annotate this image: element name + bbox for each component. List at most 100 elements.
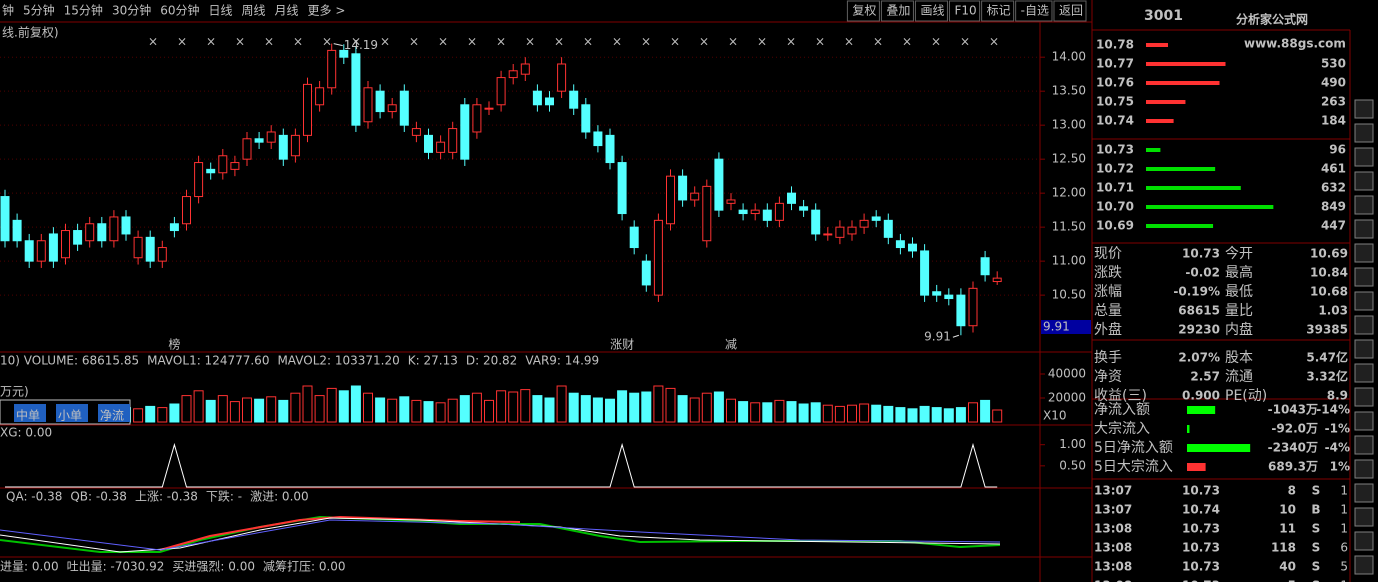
indicator-header: 下跌: - (206, 489, 242, 504)
signal-cross: × (264, 35, 274, 49)
volume-bar (205, 399, 216, 423)
quote-value: 39385 (1306, 323, 1348, 337)
indicator-header: MAVOL2: 103371.20 (277, 354, 399, 368)
candle-body (387, 104, 397, 113)
signal-cross: × (583, 35, 593, 49)
trade-count: 1 (1340, 579, 1348, 582)
indicator-header: 上涨: -0.38 (135, 489, 198, 504)
side-icon[interactable] (1354, 531, 1374, 551)
toolbar-tab[interactable]: 钟 (2, 3, 14, 18)
volume-bar (968, 402, 978, 423)
toolbar-tab[interactable]: 更多 > (308, 4, 346, 18)
side-icon[interactable] (1354, 195, 1374, 215)
book-price: 10.75 (1096, 95, 1134, 109)
candle-body (339, 49, 349, 58)
side-icon[interactable] (1354, 219, 1374, 239)
signal-cross: × (177, 35, 187, 49)
side-icon[interactable] (1354, 315, 1374, 335)
y-tick-label: 20000 (1048, 391, 1086, 405)
toolbar-tab[interactable]: 月线 (275, 4, 299, 18)
quote-label: 现价 (1094, 246, 1122, 262)
toolbar-button[interactable]: 返回 (1059, 4, 1083, 18)
volume-bar (471, 392, 482, 423)
toolbar-button[interactable]: 复权 (852, 4, 876, 18)
volume-bar (169, 403, 180, 423)
side-icon[interactable] (1354, 507, 1374, 527)
volume-bar (786, 401, 797, 423)
candle-body (762, 209, 772, 221)
toolbar-tab[interactable]: 周线 (242, 4, 266, 18)
toolbar-button[interactable]: 标记 (987, 4, 1011, 18)
candle-body (278, 134, 288, 160)
button-frame (914, 0, 948, 22)
volume-bar (217, 395, 228, 423)
candle-body (799, 206, 809, 211)
side-icon[interactable] (1354, 555, 1374, 575)
toolbar-button[interactable]: 画线 (920, 4, 944, 18)
candle-body (315, 87, 325, 106)
trade-price: 10.74 (1182, 503, 1220, 517)
flow-box (14, 404, 46, 422)
quote-label: 股本 (1225, 350, 1253, 366)
side-icon[interactable] (1354, 411, 1374, 431)
book-bar (1146, 186, 1241, 190)
signal-cross: × (670, 35, 680, 49)
toolbar (0, 0, 1092, 22)
button-frame (1053, 0, 1087, 22)
volume-bar (798, 403, 809, 423)
signal-cross: × (757, 35, 767, 49)
toolbar-tab[interactable]: 60分钟 (160, 3, 199, 18)
flow-pct: 1% (1330, 460, 1350, 474)
book-price: 10.77 (1096, 57, 1134, 71)
side-icon[interactable] (1354, 363, 1374, 383)
side-icon[interactable] (1354, 99, 1374, 119)
side-icon[interactable] (1354, 435, 1374, 455)
toolbar-tab[interactable]: 15分钟 (64, 3, 103, 18)
signal-cross: × (728, 35, 738, 49)
side-icon[interactable] (1354, 123, 1374, 143)
candle-body (157, 247, 167, 262)
candle-body (133, 236, 143, 259)
candle-body (750, 209, 760, 215)
indicator-footer: 减筹打压: 0.00 (263, 560, 346, 574)
side-icon[interactable] (1354, 171, 1374, 191)
volume-bar (302, 385, 313, 423)
side-icon[interactable] (1354, 147, 1374, 167)
side-icon[interactable] (1354, 267, 1374, 287)
candle-body (363, 87, 373, 123)
toolbar-tab[interactable]: 5分钟 (23, 3, 55, 18)
volume-bar (883, 405, 894, 423)
book-bar (1146, 119, 1174, 123)
indicator-header: XG: 0.00 (0, 426, 52, 440)
toolbar-tab[interactable]: 日线 (209, 4, 233, 18)
candle-body (169, 223, 179, 232)
side-icon[interactable] (1354, 339, 1374, 359)
side-icon[interactable] (1354, 387, 1374, 407)
y-tick-label: 13.50 (1052, 84, 1086, 98)
quote-label: 最低 (1225, 284, 1253, 300)
volume-bar (459, 395, 470, 423)
toolbar-tab[interactable]: 30分钟 (112, 3, 151, 18)
flow-box (98, 404, 130, 422)
trade-price: 10.73 (1182, 560, 1220, 574)
toolbar-button[interactable]: 叠加 (886, 4, 910, 18)
book-bar (1146, 43, 1168, 47)
flow-amount: 689.3万 (1268, 460, 1318, 474)
quote-label: 涨幅 (1094, 284, 1122, 300)
candle-body (411, 128, 421, 136)
candle-body (641, 260, 651, 286)
candle-body (617, 162, 627, 215)
side-icon[interactable] (1354, 483, 1374, 503)
volume-bar (592, 397, 603, 423)
side-icon[interactable] (1354, 291, 1374, 311)
flow-amount: -92.0万 (1271, 422, 1318, 436)
toolbar-button[interactable]: F10 (954, 4, 976, 18)
side-icon[interactable] (1354, 459, 1374, 479)
volume-bar (871, 404, 882, 423)
volume-bar (242, 397, 252, 423)
scale-label: X10 (1043, 409, 1067, 423)
toolbar-button[interactable]: -自选 (1021, 4, 1049, 18)
candle-body (97, 223, 107, 242)
side-icon[interactable] (1354, 243, 1374, 263)
